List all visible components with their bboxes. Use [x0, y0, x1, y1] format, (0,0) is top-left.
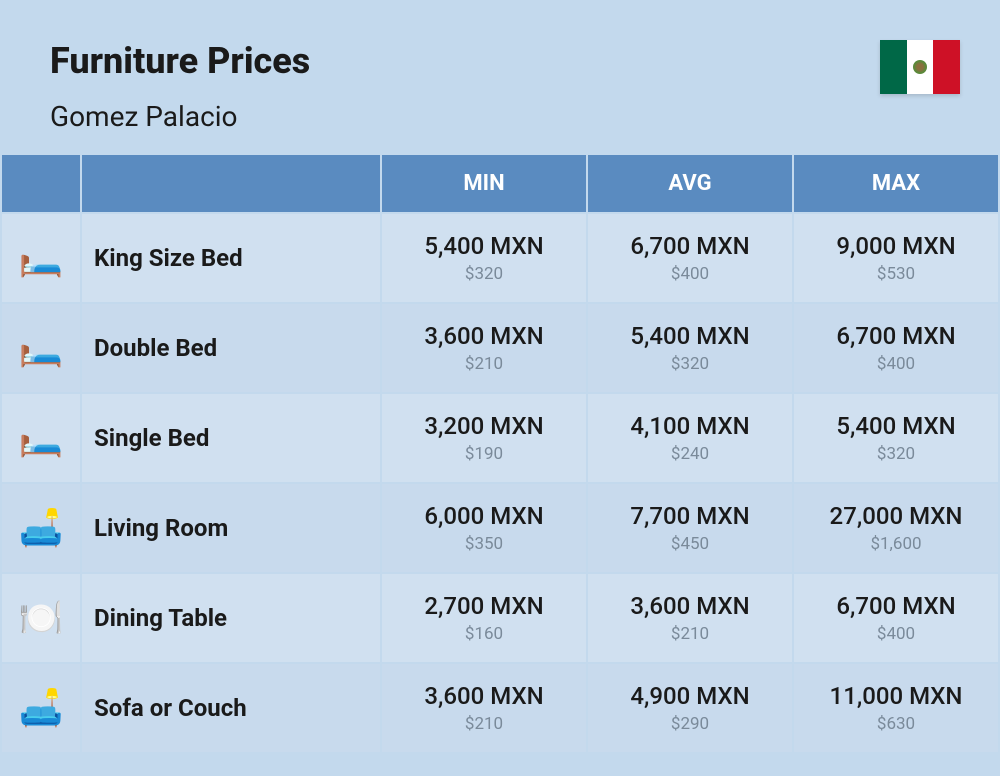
price-sub: $350 [394, 534, 574, 554]
furniture-name: Double Bed [81, 303, 381, 393]
furniture-icon: 🛋️ [1, 663, 81, 753]
furniture-icon: 🛏️ [1, 303, 81, 393]
price-sub: $210 [394, 354, 574, 374]
price-main: 5,400 MXN [600, 322, 780, 350]
page-title: Furniture Prices [50, 40, 950, 82]
price-sub: $190 [394, 444, 574, 464]
table-row: 🛏️ King Size Bed 5,400 MXN $320 6,700 MX… [1, 213, 999, 303]
price-sub: $1,600 [806, 534, 986, 554]
price-sub: $240 [600, 444, 780, 464]
price-sub: $320 [806, 444, 986, 464]
furniture-icon: 🛋️ [1, 483, 81, 573]
price-main: 5,400 MXN [806, 412, 986, 440]
price-main: 27,000 MXN [806, 502, 986, 530]
price-max: 11,000 MXN $630 [793, 663, 999, 753]
price-avg: 4,100 MXN $240 [587, 393, 793, 483]
table-row: 🛏️ Double Bed 3,600 MXN $210 5,400 MXN $… [1, 303, 999, 393]
header: Furniture Prices Gomez Palacio [0, 0, 1000, 153]
price-min: 3,200 MXN $190 [381, 393, 587, 483]
price-main: 6,700 MXN [806, 592, 986, 620]
price-sub: $160 [394, 624, 574, 644]
price-sub: $630 [806, 714, 986, 734]
furniture-name: Dining Table [81, 573, 381, 663]
price-main: 3,600 MXN [394, 322, 574, 350]
price-sub: $400 [600, 264, 780, 284]
price-min: 6,000 MXN $350 [381, 483, 587, 573]
price-main: 6,000 MXN [394, 502, 574, 530]
price-max: 5,400 MXN $320 [793, 393, 999, 483]
header-name-col [81, 154, 381, 213]
table-row: 🛏️ Single Bed 3,200 MXN $190 4,100 MXN $… [1, 393, 999, 483]
price-sub: $450 [600, 534, 780, 554]
price-max: 6,700 MXN $400 [793, 573, 999, 663]
price-main: 5,400 MXN [394, 232, 574, 260]
price-sub: $320 [394, 264, 574, 284]
table-row: 🍽️ Dining Table 2,700 MXN $160 3,600 MXN… [1, 573, 999, 663]
price-sub: $210 [600, 624, 780, 644]
furniture-icon: 🛏️ [1, 213, 81, 303]
price-min: 2,700 MXN $160 [381, 573, 587, 663]
price-main: 4,100 MXN [600, 412, 780, 440]
price-main: 3,600 MXN [394, 682, 574, 710]
price-main: 2,700 MXN [394, 592, 574, 620]
price-sub: $290 [600, 714, 780, 734]
price-sub: $400 [806, 354, 986, 374]
furniture-name: King Size Bed [81, 213, 381, 303]
price-avg: 3,600 MXN $210 [587, 573, 793, 663]
price-main: 3,600 MXN [600, 592, 780, 620]
price-main: 4,900 MXN [600, 682, 780, 710]
price-min: 3,600 MXN $210 [381, 663, 587, 753]
price-avg: 7,700 MXN $450 [587, 483, 793, 573]
price-max: 6,700 MXN $400 [793, 303, 999, 393]
header-max: MAX [793, 154, 999, 213]
price-sub: $400 [806, 624, 986, 644]
furniture-icon: 🍽️ [1, 573, 81, 663]
table-row: 🛋️ Living Room 6,000 MXN $350 7,700 MXN … [1, 483, 999, 573]
price-main: 9,000 MXN [806, 232, 986, 260]
furniture-name: Single Bed [81, 393, 381, 483]
price-avg: 5,400 MXN $320 [587, 303, 793, 393]
header-avg: AVG [587, 154, 793, 213]
price-main: 6,700 MXN [806, 322, 986, 350]
table-header-row: MIN AVG MAX [1, 154, 999, 213]
price-table: MIN AVG MAX 🛏️ King Size Bed 5,400 MXN $… [0, 153, 1000, 754]
price-sub: $530 [806, 264, 986, 284]
price-sub: $320 [600, 354, 780, 374]
price-min: 5,400 MXN $320 [381, 213, 587, 303]
price-main: 6,700 MXN [600, 232, 780, 260]
mexico-flag-icon [880, 40, 960, 94]
price-max: 9,000 MXN $530 [793, 213, 999, 303]
furniture-name: Sofa or Couch [81, 663, 381, 753]
header-min: MIN [381, 154, 587, 213]
page-subtitle: Gomez Palacio [50, 100, 950, 133]
header-icon-col [1, 154, 81, 213]
price-avg: 6,700 MXN $400 [587, 213, 793, 303]
table-row: 🛋️ Sofa or Couch 3,600 MXN $210 4,900 MX… [1, 663, 999, 753]
price-max: 27,000 MXN $1,600 [793, 483, 999, 573]
price-main: 3,200 MXN [394, 412, 574, 440]
price-avg: 4,900 MXN $290 [587, 663, 793, 753]
price-main: 11,000 MXN [806, 682, 986, 710]
price-sub: $210 [394, 714, 574, 734]
price-min: 3,600 MXN $210 [381, 303, 587, 393]
furniture-name: Living Room [81, 483, 381, 573]
price-main: 7,700 MXN [600, 502, 780, 530]
furniture-icon: 🛏️ [1, 393, 81, 483]
